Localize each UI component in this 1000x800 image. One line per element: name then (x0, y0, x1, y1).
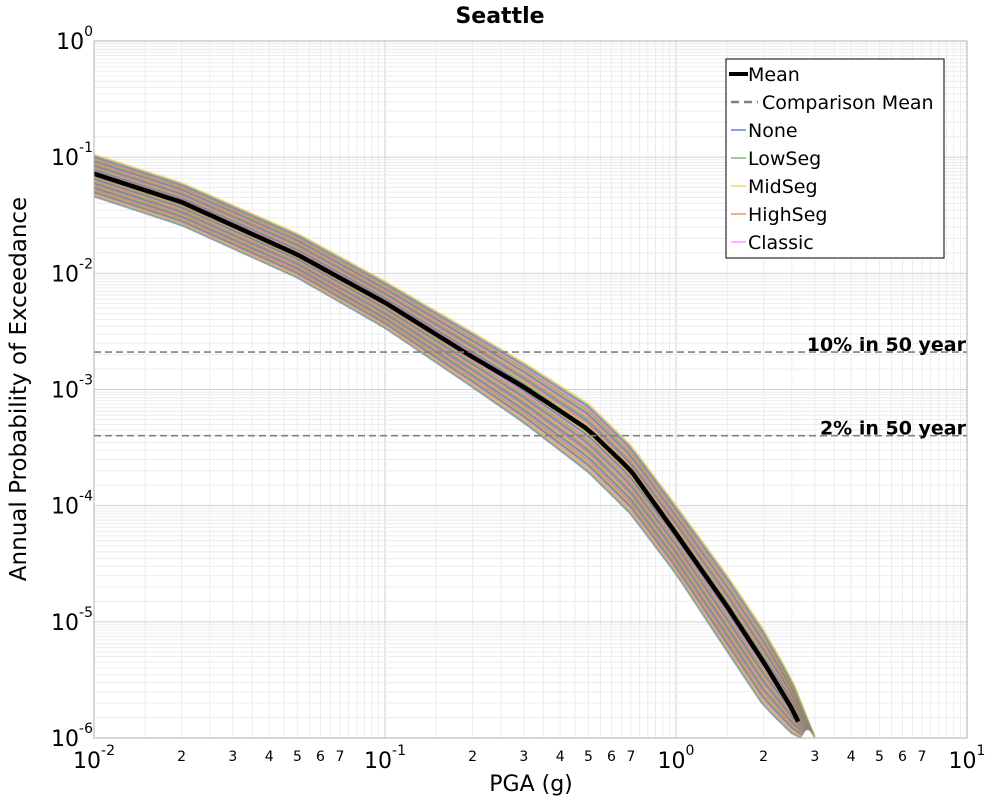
y-tick-label: 10-2 (51, 256, 93, 287)
model-curve (94, 157, 815, 736)
legend-item: Comparison Mean (731, 92, 934, 114)
legend-item: Classic (731, 232, 814, 254)
reference-line-labels: 10% in 50 year 2% in 50 year (807, 334, 967, 440)
plot-frame (93, 40, 968, 739)
x-axis-label: PGA (g) (489, 772, 573, 797)
x-tick-label: 101 (949, 743, 986, 774)
mean-curve-layer (94, 171, 801, 723)
x-minor-tick-label: 4 (556, 749, 565, 765)
legend-item: None (731, 120, 798, 142)
x-minor-tick-label: 4 (265, 749, 274, 765)
x-minor-tick-label: 7 (626, 749, 635, 765)
x-minor-tick-label: 2 (468, 749, 477, 765)
legend-label: MidSeg (748, 176, 818, 198)
y-axis-ticks: 100 10-1 10-2 10-3 10-4 10-5 10-6 (51, 24, 93, 752)
y-tick-label: 100 (56, 24, 93, 55)
x-minor-tick-label: 5 (584, 749, 593, 765)
x-minor-tick-label: 6 (316, 749, 325, 765)
chart-title: Seattle (455, 4, 544, 29)
x-minor-tick-label: 3 (519, 749, 528, 765)
model-curve (94, 165, 812, 732)
model-curve (94, 175, 809, 731)
legend-label: Classic (748, 232, 814, 254)
data-layer (94, 153, 967, 738)
legend-box (725, 58, 945, 259)
model-curves-band (94, 153, 816, 738)
x-minor-tick-label: 5 (875, 749, 884, 765)
reference-line-label: 2% in 50 year (820, 418, 967, 440)
y-tick-label: 10-1 (51, 140, 93, 171)
model-curve (94, 180, 807, 732)
mean-curve (94, 171, 801, 723)
legend-item: LowSeg (731, 148, 821, 170)
x-minor-tick-label: 6 (898, 749, 907, 765)
x-minor-tick-label: 6 (607, 749, 616, 765)
x-minor-tick-label: 3 (228, 749, 237, 765)
reference-line-label: 10% in 50 year (807, 334, 967, 356)
x-minor-tick-label: 4 (847, 749, 856, 765)
model-curve (94, 186, 806, 733)
legend-label: None (748, 120, 798, 142)
legend-label: Comparison Mean (762, 92, 934, 114)
model-curve (94, 178, 808, 731)
x-minor-tick-label: 7 (335, 749, 344, 765)
legend-item: HighSeg (731, 204, 827, 226)
x-tick-label: 10-1 (364, 743, 406, 774)
x-minor-tick-label: 3 (810, 749, 819, 765)
x-minor-tick-label: 5 (293, 749, 302, 765)
x-minor-tick-label: 7 (917, 749, 926, 765)
model-curve (94, 153, 816, 738)
y-tick-label: 10-6 (51, 721, 93, 752)
y-tick-label: 10-4 (51, 489, 93, 520)
model-curve (94, 183, 807, 732)
x-tick-label: 100 (658, 743, 695, 774)
x-minor-tick-label: 2 (759, 749, 768, 765)
legend-item: Mean (729, 64, 800, 86)
y-tick-label: 10-3 (51, 373, 93, 404)
model-curve (94, 160, 814, 734)
x-minor-tick-label: 2 (177, 749, 186, 765)
reference-lines (94, 351, 967, 437)
model-curve (94, 191, 804, 736)
legend-label: HighSeg (748, 204, 827, 226)
model-curve (94, 168, 812, 731)
legend-label: Mean (748, 64, 800, 86)
legend-label: LowSeg (748, 148, 821, 170)
y-axis-label: Annual Probability of Exceedance (6, 197, 32, 581)
model-curve (94, 163, 813, 733)
legend-item: MidSeg (731, 176, 818, 198)
legend: Mean Comparison Mean None LowSeg MidSeg HighS… (725, 58, 945, 259)
model-curve (94, 188, 805, 735)
y-tick-label: 10-5 (51, 605, 93, 636)
x-tick-label: 10-2 (73, 743, 115, 774)
